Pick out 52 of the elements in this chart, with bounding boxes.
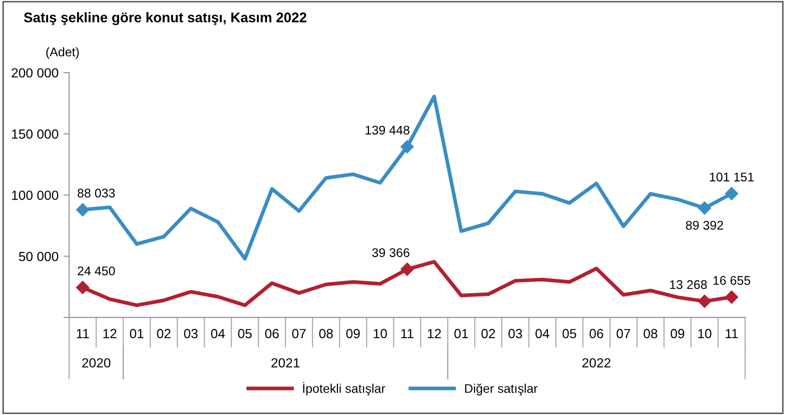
- x-tick-label: 07: [616, 328, 630, 338]
- point: [725, 187, 738, 200]
- x-tick-label: 02: [481, 328, 495, 338]
- x-tick-label: 07: [292, 328, 306, 338]
- data-label: 88 033: [78, 188, 115, 198]
- x-tick-label: 10: [374, 328, 387, 338]
- y-tick-label: 100 000: [12, 190, 58, 200]
- data-label: 139 448: [366, 126, 410, 135]
- x-tick-label: 09: [670, 328, 684, 338]
- legend-label: Diğer satışlar: [465, 384, 538, 396]
- x-tick-label: 06: [590, 328, 604, 338]
- point: [400, 262, 414, 276]
- data-label: 24 450: [78, 266, 115, 276]
- chart-title: Satış şekline göre konut satışı, Kasım 2022: [24, 12, 306, 26]
- x-tick-label: 01: [454, 328, 468, 338]
- x-tick-label: 08: [644, 328, 658, 338]
- x-tick-label: 01: [130, 328, 144, 338]
- x-tick-label: 10: [698, 328, 712, 338]
- y-axis-title: (Adet): [46, 47, 79, 59]
- point: [400, 140, 414, 154]
- data-label: 101 151: [710, 172, 754, 182]
- x-tick-label: 06: [265, 328, 279, 338]
- x-tick-label: 03: [184, 328, 198, 338]
- x-tick-label: 08: [319, 328, 333, 338]
- text: 2020: [82, 358, 110, 368]
- x-tick-label: 12: [103, 328, 116, 338]
- y-tick-label: 50 000: [18, 252, 58, 262]
- x-tick-label: 11: [76, 329, 89, 338]
- x-tick-label: 11: [726, 329, 738, 338]
- x-tick-label: 04: [536, 328, 550, 338]
- x-tick-label: 04: [211, 328, 225, 338]
- x-tick-label: 02: [156, 328, 170, 338]
- point: [76, 203, 90, 216]
- point: [76, 280, 90, 294]
- y-tick-label: 150 000: [12, 129, 58, 139]
- x-tick-label: 03: [508, 328, 522, 338]
- text: 2021: [271, 358, 300, 368]
- data-label: 89 392: [686, 220, 724, 230]
- y-tick-label: 200 000: [12, 68, 58, 78]
- x-tick-label: 12: [428, 328, 441, 338]
- data-label: 16 655: [713, 276, 750, 285]
- text: 2022: [582, 358, 610, 368]
- point: [698, 201, 712, 215]
- point: [725, 290, 738, 304]
- x-tick-label: 05: [238, 328, 252, 338]
- x-tick-label: 05: [562, 328, 576, 338]
- data-label: 39 366: [372, 248, 410, 258]
- point: [698, 294, 712, 308]
- x-tick-label: 09: [346, 328, 360, 338]
- data-label: 13 268: [670, 280, 707, 290]
- x-tick-label: 11: [401, 329, 414, 338]
- legend-label: İpotekli satışlar: [303, 382, 386, 396]
